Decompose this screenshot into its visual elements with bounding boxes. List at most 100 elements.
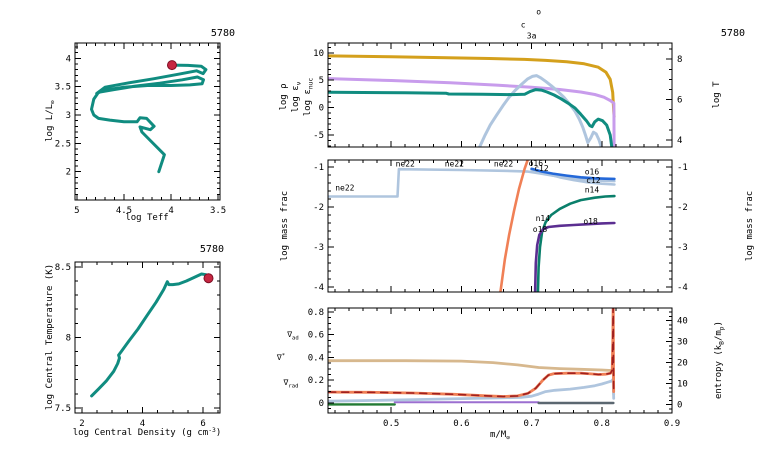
y-right-tick-label: -1	[677, 163, 688, 173]
y-axis-title: log ρ	[279, 83, 289, 110]
annotation-3a: 3a	[527, 31, 537, 40]
entropy-curve	[328, 377, 616, 403]
annotation-c12: c12	[534, 164, 549, 173]
y-tick-label: -3	[313, 243, 324, 253]
y-right-tick-label: 8	[677, 55, 682, 65]
evolutionary-track-curve	[90, 63, 208, 174]
annotation-o18: o18	[583, 217, 598, 226]
y-right-tick-label: 40	[677, 317, 688, 327]
annotation-ne22: ne22	[494, 160, 513, 169]
y-right-axis-title: entropy (kB/mp)	[714, 321, 726, 399]
central-conditions-track-curve	[90, 272, 210, 398]
y-tick-label: -2	[313, 203, 324, 213]
current-model-marker	[166, 60, 177, 71]
y-right-tick-label: 4	[677, 136, 682, 146]
orange-isotope-curve	[499, 160, 530, 292]
y-tick-label: 10	[313, 49, 324, 59]
y-tick-label: 4	[66, 54, 71, 64]
y-axis-title: ∇*	[276, 353, 285, 362]
c12-curve	[530, 168, 616, 186]
y-tick-label: -1	[313, 163, 324, 173]
y-tick-label: 3	[66, 111, 71, 121]
grad-rad-curve	[328, 308, 616, 398]
log-T-curve	[328, 54, 616, 119]
grad-star-dashed-curve	[328, 308, 615, 398]
log-rho-curve	[328, 77, 616, 147]
annotation-c: c	[521, 20, 526, 29]
annotation-n14: n14	[585, 185, 600, 194]
y-axis-title: log εν	[291, 81, 303, 112]
y-axis-title: ∇rad	[283, 378, 299, 390]
y-right-axis-title: log mass frac	[745, 191, 755, 261]
y-right-tick-label: 0	[677, 401, 682, 411]
ne22-curve	[328, 167, 616, 198]
y-tick-label: 3.5	[55, 83, 71, 93]
log-eps-nuc-curve	[477, 74, 603, 147]
y-tick-label: 0	[319, 104, 324, 114]
tick-marks	[328, 160, 673, 292]
x-tick-label: 0.7	[523, 419, 539, 429]
y-tick-label: 2.5	[55, 139, 71, 149]
x-axis-title: log Teff	[125, 213, 168, 223]
annotation-o: o	[536, 7, 541, 16]
x-axis-title: m/M⊙	[490, 430, 510, 442]
y-tick-label: -4	[313, 283, 324, 293]
model-number: 5780	[200, 244, 224, 255]
x-tick-label: 5	[74, 206, 79, 216]
y-right-axis-title: log T	[712, 81, 722, 109]
y-tick-label: 0.8	[308, 308, 324, 318]
x-tick-label: 4	[140, 419, 145, 429]
y-axis-title: log L/L⊙	[45, 100, 57, 142]
y-tick-label: 5	[319, 76, 324, 86]
series-group	[328, 160, 616, 292]
series-group	[90, 63, 208, 174]
y-tick-label: 2	[66, 168, 71, 178]
current-model-marker	[203, 273, 214, 284]
model-number: 5780	[211, 28, 235, 39]
y-right-tick-label: 20	[677, 359, 688, 369]
x-tick-label: 2	[79, 419, 84, 429]
axes-box	[74, 42, 221, 201]
panel-abund: -4 -3 -2 -1 -4 -3 -2 -1 log mass frac log mass fr…	[280, 159, 755, 293]
annotation-c12: c12	[586, 176, 601, 185]
y-right-tick-label: -4	[677, 283, 688, 293]
y-right-tick-label: -2	[677, 203, 688, 213]
x-tick-label: 0.8	[594, 419, 610, 429]
y-tick-label: -5	[313, 131, 324, 141]
y-tick-label: 0	[319, 399, 324, 409]
y-right-tick-label: 6	[677, 96, 682, 106]
annotation-n14: n14	[536, 214, 551, 223]
y-tick-label: 7.5	[55, 404, 71, 414]
panel-hr: 5 4.5 4 3.5 2 2.5 3 3.5 4 5780 log Teff log L/L⊙	[45, 28, 235, 223]
tick-marks	[328, 43, 673, 147]
y-tick-label: 8	[66, 333, 71, 343]
annotation-ne22: ne22	[335, 184, 354, 193]
o16-curve	[530, 167, 616, 181]
annotation-o16: o16	[585, 168, 600, 177]
y-axis-title: log εnuc	[303, 78, 315, 117]
y-tick-label: 0.2	[308, 376, 324, 386]
series-group	[328, 54, 616, 147]
y-axis-title: ∇ad	[286, 330, 299, 342]
panel-tc: 2 4 6 7.5 8 8.5 5780 log Central Density (g cm-…	[45, 244, 224, 438]
y-axis-title: log Central Temperature (K)	[45, 264, 55, 410]
log-eps-nu-curve	[328, 88, 614, 147]
axes-box	[327, 307, 673, 414]
x-tick-label: 0.6	[453, 419, 469, 429]
y-tick-label: 8.5	[55, 263, 71, 273]
x-tick-label: 4.5	[116, 206, 132, 216]
series-group	[328, 308, 616, 406]
tick-marks	[328, 307, 673, 414]
tick-marks	[75, 262, 220, 413]
panel-grad: 0.5 0.6 0.7 0.8 0.9 0 0.2 0.4 0.6 0.8 0 10 20 30 40 m/M…	[276, 307, 726, 442]
x-tick-label: 0.5	[383, 419, 399, 429]
n14-curve	[536, 194, 616, 292]
x-axis-title: log Central Density (g cm-3)	[73, 427, 221, 438]
axes-box	[327, 159, 673, 293]
y-right-tick-label: 30	[677, 338, 688, 348]
o18-curve	[533, 221, 616, 292]
x-tick-label: 0.9	[664, 419, 680, 429]
